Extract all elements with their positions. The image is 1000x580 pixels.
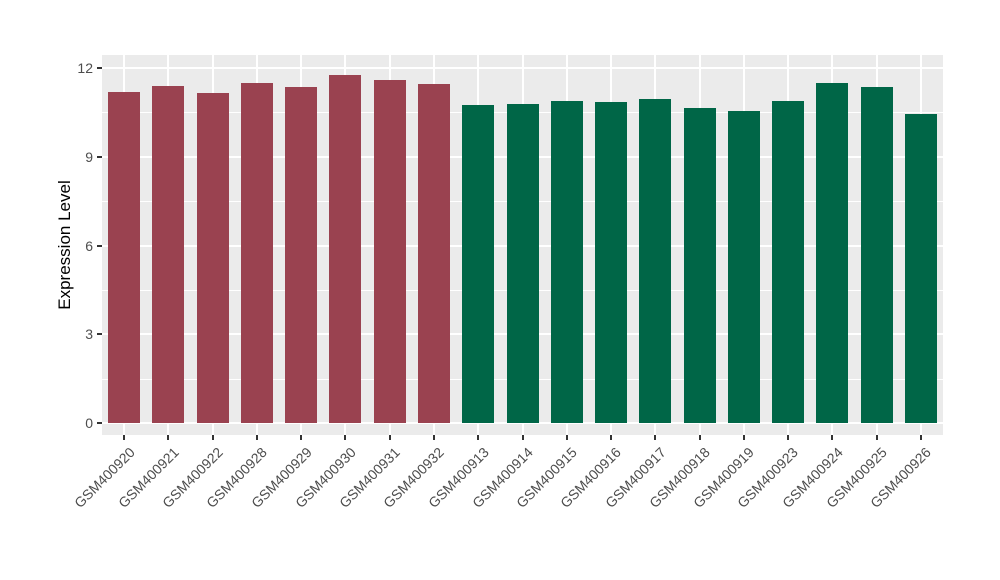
plot-panel	[102, 55, 943, 435]
x-axis-tick	[123, 435, 126, 440]
x-axis-tick	[698, 435, 701, 440]
x-axis-tick	[654, 435, 657, 440]
bar	[152, 85, 185, 423]
x-axis-tick	[477, 435, 480, 440]
x-axis-tick	[742, 435, 745, 440]
bar	[506, 103, 539, 423]
bar	[816, 82, 849, 423]
y-tick-label: 6	[85, 237, 93, 254]
bar	[417, 84, 450, 423]
x-axis-tick	[255, 435, 258, 440]
x-axis-tick	[787, 435, 790, 440]
y-tick-label: 0	[85, 415, 93, 431]
x-axis-tick	[211, 435, 214, 440]
bar	[772, 100, 805, 423]
bar	[639, 99, 672, 423]
bar	[240, 82, 273, 423]
x-axis-tick	[610, 435, 613, 440]
bar	[373, 79, 406, 423]
y-axis-tick	[97, 244, 102, 247]
x-axis-tick	[565, 435, 568, 440]
bar	[683, 107, 716, 423]
y-axis-tick	[97, 333, 102, 336]
x-axis-tick	[919, 435, 922, 440]
x-axis-tick	[831, 435, 834, 440]
bar	[550, 100, 583, 423]
y-tick-label: 12	[77, 60, 93, 76]
x-axis-tick	[521, 435, 524, 440]
x-axis-tick	[388, 435, 391, 440]
y-axis-tick	[97, 155, 102, 158]
bar	[904, 113, 937, 423]
y-axis-title: Expression Level	[55, 180, 74, 310]
bar	[462, 104, 495, 423]
x-axis-tick	[300, 435, 303, 440]
bar	[329, 75, 362, 423]
y-axis-tick	[97, 422, 102, 424]
bar	[727, 110, 760, 423]
bar	[860, 87, 893, 423]
bar	[108, 91, 141, 423]
x-axis-tick	[432, 435, 435, 440]
bar	[285, 87, 318, 423]
y-tick-label: 3	[85, 326, 93, 343]
y-axis-tick	[97, 67, 102, 69]
bar	[595, 102, 628, 423]
x-axis-tick	[344, 435, 347, 440]
x-axis-tick	[875, 435, 878, 440]
x-axis-tick	[167, 435, 170, 440]
y-tick-label: 9	[85, 148, 93, 165]
bar	[196, 93, 229, 423]
